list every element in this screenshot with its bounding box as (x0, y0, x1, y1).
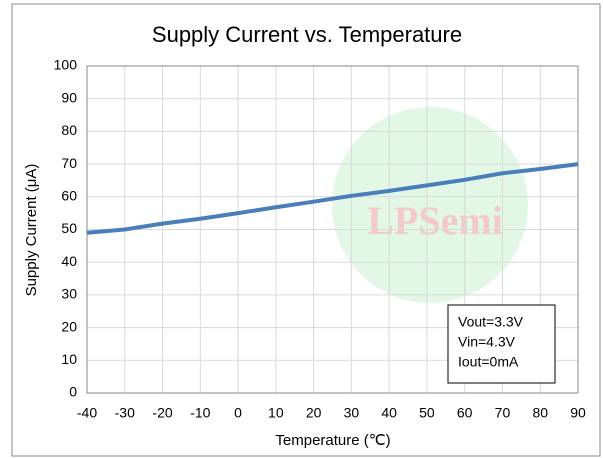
y-tick-label: 90 (61, 89, 77, 105)
x-tick-label: 50 (419, 405, 435, 421)
x-tick-label: -30 (115, 405, 135, 421)
watermark: LPSemi (367, 198, 503, 243)
x-tick-label: 0 (234, 405, 242, 421)
x-tick-label: -20 (152, 405, 172, 421)
x-tick-label: 40 (381, 405, 397, 421)
y-tick-label: 0 (69, 384, 77, 400)
x-tick-label: 20 (306, 405, 322, 421)
y-tick-label: 30 (61, 286, 77, 302)
x-tick-label: 10 (268, 405, 284, 421)
y-tick-label: 40 (61, 253, 77, 269)
x-tick-label: 60 (457, 405, 473, 421)
y-tick-label: 20 (61, 318, 77, 334)
x-tick-label: -10 (190, 405, 210, 421)
y-tick-label: 50 (61, 220, 77, 236)
x-axis-label: Temperature (℃) (275, 432, 390, 449)
x-tick-label: 30 (344, 405, 360, 421)
y-tick-label: 10 (61, 351, 77, 367)
x-tick-label: 80 (532, 405, 548, 421)
y-tick-label: 80 (61, 122, 77, 138)
chart-title: Supply Current vs. Temperature (152, 22, 462, 47)
y-tick-label: 60 (61, 188, 77, 204)
y-axis-label: Supply Current (μA) (23, 164, 40, 297)
y-tick-label: 100 (54, 57, 78, 73)
annotation-text: Iout=0mA (458, 354, 519, 370)
y-tick-label: 70 (61, 155, 77, 171)
annotation-text: Vin=4.3V (458, 334, 516, 350)
x-tick-label: -40 (77, 405, 97, 421)
x-tick-label: 70 (495, 405, 511, 421)
chart: LPSemi Supply Current vs. Temperature Te… (0, 0, 603, 458)
x-tick-label: 90 (570, 405, 586, 421)
annotation-text: Vout=3.3V (458, 314, 524, 330)
